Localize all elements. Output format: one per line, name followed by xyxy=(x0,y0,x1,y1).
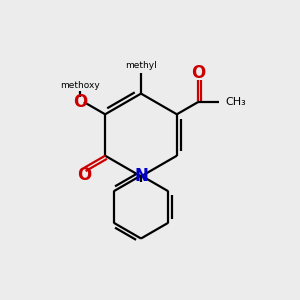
Text: O: O xyxy=(73,93,87,111)
Text: O: O xyxy=(77,166,92,184)
Text: CH₃: CH₃ xyxy=(225,97,246,107)
Text: O: O xyxy=(191,64,205,82)
Text: methyl: methyl xyxy=(125,61,157,70)
Text: methoxy: methoxy xyxy=(60,81,100,90)
Text: N: N xyxy=(134,167,148,185)
